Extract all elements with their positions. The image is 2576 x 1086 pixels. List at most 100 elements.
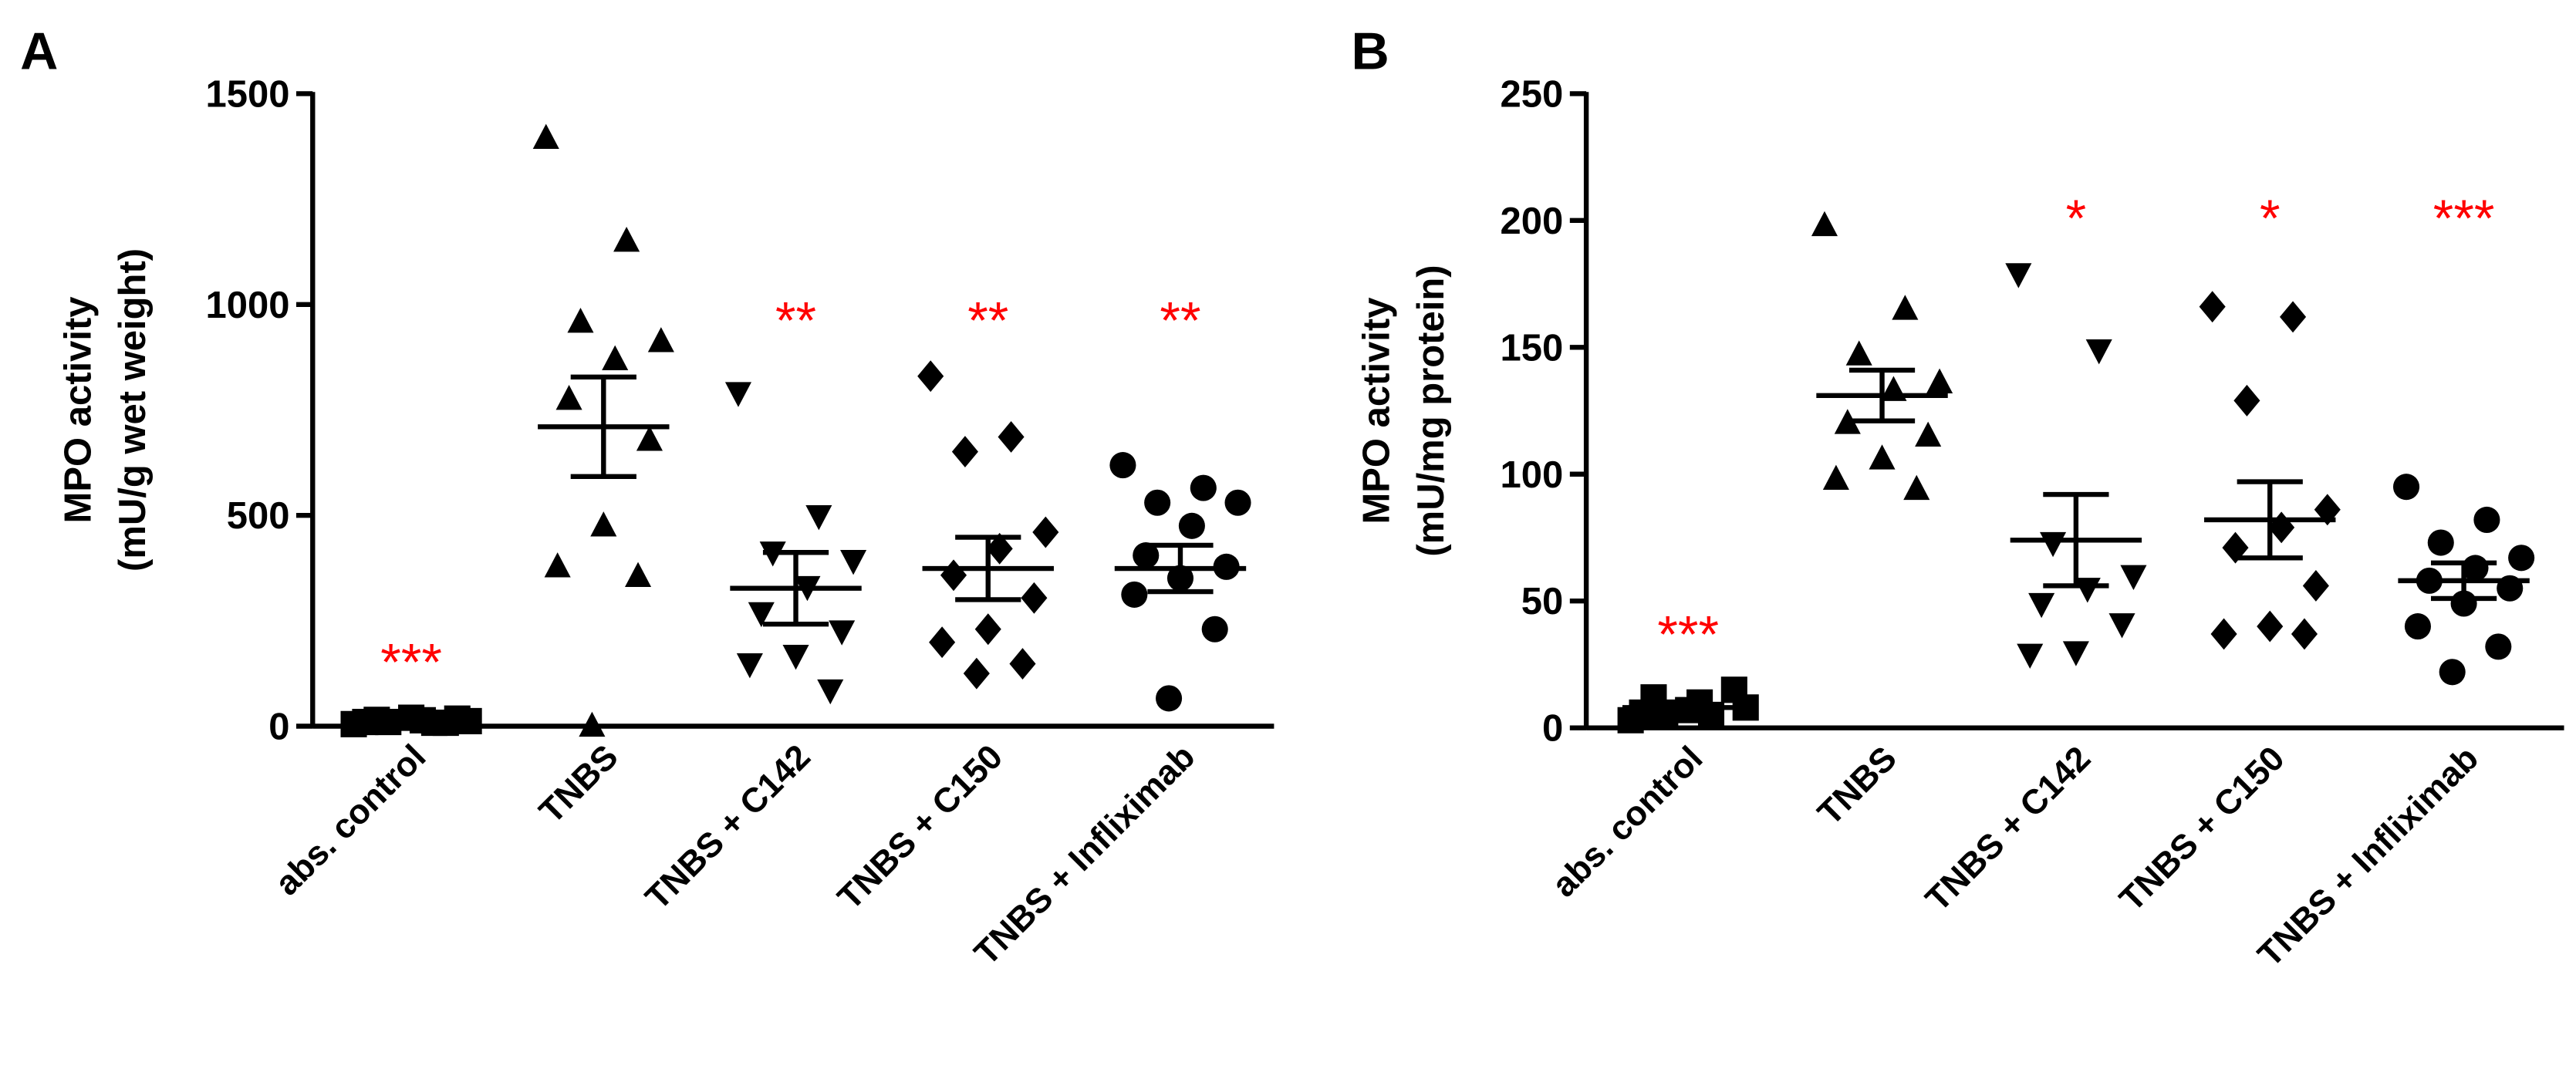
data-point [2508,545,2535,572]
data-point [1032,516,1059,548]
data-point [2210,618,2237,650]
data-point [840,550,867,575]
x-tick-label: TNBS + Infliximab [967,738,1202,973]
data-point [590,511,617,537]
x-tick-label: abs. control [268,738,434,903]
data-point [1121,581,1148,608]
data-point [398,704,425,731]
significance-marker: * [2260,189,2281,248]
data-point [1892,295,1919,320]
y-axis-label: (mU/g wet weight) [112,248,154,572]
data-point [613,227,640,252]
data-point [1156,685,1183,712]
data-point [951,436,978,468]
data-point [2302,570,2329,602]
data-point [1009,648,1036,680]
data-point [998,421,1025,453]
data-point [2291,618,2318,650]
data-point [2233,384,2260,417]
significance-marker: ** [967,292,1008,350]
data-point [2199,291,2226,323]
y-axis-label: MPO activity [58,296,100,523]
data-point [2222,531,2249,564]
data-point [748,602,775,628]
data-point [2404,613,2431,640]
data-point [1629,699,1656,726]
data-point [736,653,763,679]
data-point [2473,506,2500,533]
data-point [2257,610,2284,642]
data-point [2280,301,2307,333]
significance-marker: *** [2433,189,2495,248]
y-tick-label: 500 [227,495,290,537]
x-tick-label: TNBS + C150 [2112,740,2291,919]
x-tick-label: TNBS + C142 [639,738,818,917]
data-point [929,626,956,659]
y-axis-label: (mU/mg protein) [1410,265,1452,556]
data-point [1869,444,1896,470]
y-tick-label: 1000 [205,285,289,326]
data-point [2392,474,2420,501]
significance-marker: *** [380,633,442,692]
x-tick-label: TNBS [532,738,626,831]
data-point [1720,676,1747,703]
x-tick-label: TNBS [1811,740,1904,833]
data-point [974,613,1001,646]
x-tick-label: TNBS + C150 [831,738,1010,917]
data-point [829,620,856,646]
data-point [917,360,944,393]
data-point [2005,263,2032,288]
significance-marker: ** [775,292,816,350]
x-tick-label: TNBS + Infliximab [2251,740,2486,974]
data-point [2427,529,2454,556]
data-point [940,559,967,592]
data-point [2439,659,2466,686]
data-point [724,382,752,407]
significance-marker: * [2066,189,2087,248]
data-point [2028,592,2055,619]
significance-marker: ** [1160,292,1200,350]
data-point [1190,474,1217,501]
data-point [1144,489,1171,516]
data-point [1133,542,1160,569]
data-point [567,307,594,333]
data-point [579,711,606,737]
y-tick-label: 100 [1501,454,1564,496]
data-point [805,505,832,531]
data-point [1811,211,1838,237]
y-axis-label: MPO activity [1356,298,1398,524]
x-tick-label: abs. control [1545,740,1710,905]
data-point [2485,633,2512,660]
data-point [2085,339,2112,365]
data-point [1834,409,1861,434]
y-tick-label: 200 [1501,201,1564,242]
data-point [544,552,571,578]
y-tick-label: 0 [1542,708,1563,750]
data-point [1903,474,1930,501]
data-point [1109,452,1136,479]
data-point [817,679,844,705]
data-point [1224,489,1251,516]
data-point [625,562,652,588]
data-point [963,657,990,690]
y-tick-label: 250 [1501,73,1564,115]
data-point [1845,340,1872,366]
data-point [1201,616,1228,642]
data-point [2040,531,2067,558]
data-point [1021,582,1048,614]
data-point [2108,613,2135,639]
data-point [532,123,559,150]
panel-label: A [20,22,58,80]
x-tick-label: TNBS + C142 [1919,740,2098,919]
data-point [602,345,629,371]
y-tick-label: 50 [1521,581,1564,622]
data-point [636,426,663,451]
data-point [1178,512,1205,539]
y-tick-label: 0 [268,707,289,748]
data-point [1926,368,1953,393]
y-tick-label: 1500 [205,73,289,115]
data-point [2017,643,2044,669]
significance-marker: *** [1657,605,1719,663]
